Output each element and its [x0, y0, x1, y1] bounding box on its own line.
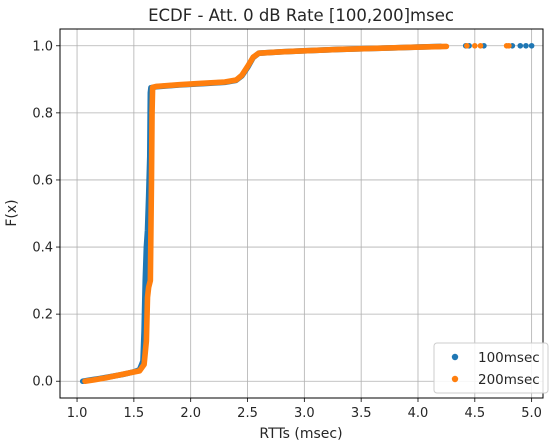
y-tick-label: 0.8 — [32, 106, 53, 121]
ecdf-point-100msec — [523, 42, 529, 49]
x-tick-label: 2.0 — [180, 406, 201, 421]
x-tick-label: 4.5 — [464, 406, 485, 421]
x-tick-label: 4.0 — [408, 406, 429, 421]
ecdf-point-200msec — [506, 42, 512, 49]
x-tick-label: 1.0 — [67, 406, 88, 421]
legend-label-100msec: 100msec — [478, 350, 540, 366]
x-tick-label: 5.0 — [521, 406, 542, 421]
ecdf-point-100msec — [528, 42, 535, 49]
legend-box — [433, 342, 549, 394]
data-layer — [79, 42, 535, 385]
y-tick-label: 1.0 — [32, 39, 53, 54]
y-tick-label: 0.0 — [32, 375, 53, 390]
ecdf-point-200msec — [464, 42, 470, 49]
plot-frame — [59, 28, 544, 399]
legend-label-200msec: 200msec — [478, 372, 540, 388]
ecdf-point-200msec — [477, 42, 484, 49]
x-tick-label: 1.5 — [124, 406, 145, 421]
series-200msec — [82, 42, 512, 385]
legend-marker-100msec — [451, 353, 459, 361]
ecdf-point-200msec — [472, 42, 478, 49]
x-tick-label: 2.5 — [237, 406, 258, 421]
y-tick-label: 0.6 — [32, 173, 53, 188]
chart-title: ECDF - Att. 0 dB Rate [100,200]msec — [148, 6, 454, 25]
tick-layer: 1.0 1.5 2.0 2.5 3.0 3.5 4.0 4.5 5.0 0.0 0.2 0.4 0.6 0… — [32, 39, 542, 421]
x-tick-label: 3.0 — [294, 406, 315, 421]
legend-marker-200msec — [451, 375, 459, 383]
legend: 100msec 200msec — [433, 342, 549, 394]
y-tick-label: 0.4 — [32, 241, 53, 256]
ecdf-point-100msec — [517, 42, 524, 49]
y-axis-label: F(x) — [4, 199, 20, 226]
ecdf-points-200msec — [82, 43, 450, 385]
x-axis-label: RTTs (msec) — [259, 426, 342, 442]
y-tick-label: 0.2 — [32, 308, 53, 323]
x-tick-label: 3.5 — [351, 406, 372, 421]
